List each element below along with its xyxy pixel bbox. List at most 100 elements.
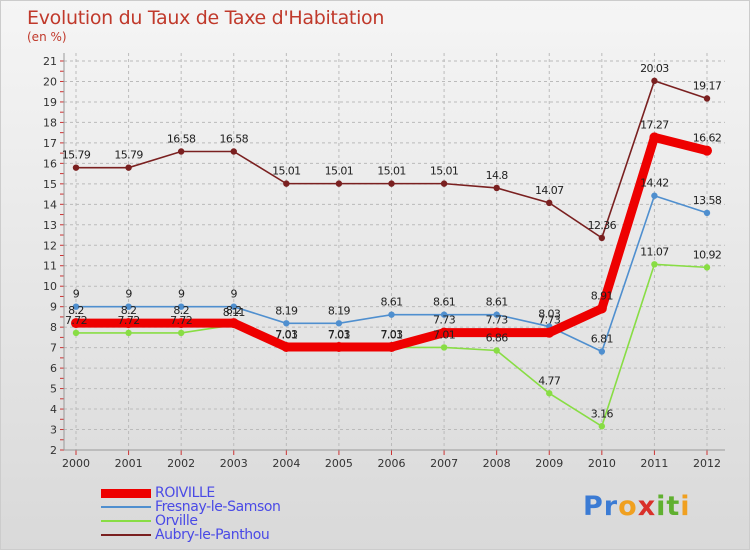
y-tick-label: 8 [50, 321, 57, 334]
series-lines [71, 77, 712, 430]
data-point [281, 342, 292, 353]
data-point [125, 303, 132, 310]
x-tick-label: 2010 [588, 457, 616, 470]
data-label: 16.58 [167, 132, 196, 145]
data-label: 8.19 [275, 304, 298, 317]
data-point [72, 164, 80, 171]
data-label: 9 [178, 288, 185, 301]
data-point [651, 192, 658, 199]
x-tick-label: 2011 [640, 457, 668, 470]
brand-letter: i [656, 491, 667, 522]
data-label: 8.2 [121, 304, 137, 317]
data-label: 8.2 [173, 304, 189, 317]
data-labels: 8.2 8.2 8.2 8.2 7.03 7.03 7.03 7.73 7.73 7.73 8.91… [62, 62, 723, 420]
data-label: 8.91 [591, 290, 613, 303]
y-tick-label: 6 [50, 362, 57, 375]
y-tick-label: 21 [43, 55, 57, 68]
data-point [491, 327, 502, 338]
y-tick-label: 13 [43, 219, 57, 232]
y-tick-label: 19 [43, 96, 57, 109]
data-point [649, 132, 660, 143]
data-label: 4.77 [538, 374, 561, 387]
data-label: 9 [125, 288, 132, 301]
x-tick-label: 2007 [430, 457, 458, 470]
data-point [386, 342, 397, 353]
data-point [72, 303, 80, 310]
y-tick-label: 4 [50, 403, 57, 416]
x-tick-label: 2002 [167, 457, 195, 470]
data-point [546, 390, 553, 397]
x-tick-label: 2008 [483, 457, 511, 470]
data-point [651, 261, 658, 268]
data-point [493, 184, 500, 192]
y-tick-label: 17 [43, 137, 57, 150]
legend-swatch [101, 506, 151, 508]
legend-item: Aubry-le-Panthou [101, 527, 270, 543]
data-label: 7.01 [328, 328, 350, 341]
data-point [703, 209, 711, 217]
data-label: 8.61 [380, 296, 402, 309]
y-tick-label: 3 [50, 424, 57, 437]
data-point [335, 320, 343, 327]
brand-letter: r [603, 491, 619, 522]
data-label: 7.03 [275, 328, 298, 341]
data-point [230, 303, 237, 310]
data-point [546, 199, 553, 207]
data-point [651, 77, 658, 85]
data-label: 16.62 [693, 132, 722, 145]
data-point [176, 318, 187, 329]
y-tick-label: 2 [50, 444, 57, 457]
x-tick-label: 2012 [693, 457, 721, 470]
y-tick-label: 11 [43, 260, 57, 273]
x-tick-label: 2000 [62, 457, 90, 470]
y-tick-label: 12 [43, 239, 57, 252]
data-point [702, 145, 712, 156]
data-point [544, 327, 555, 338]
data-point [440, 180, 448, 187]
data-point [177, 329, 185, 337]
data-label: 7.03 [380, 328, 403, 341]
data-label: 7.01 [380, 328, 402, 341]
x-tick-label: 2004 [272, 457, 300, 470]
legend-item: ROIVILLE [101, 485, 215, 501]
brand-letter: t [666, 491, 681, 522]
data-label: 7.73 [433, 314, 456, 327]
data-label: 15.01 [377, 165, 406, 178]
y-tick-label: 5 [50, 383, 57, 396]
data-label: 8.61 [433, 296, 455, 309]
data-point [125, 164, 132, 171]
data-label: 7.03 [328, 328, 351, 341]
data-point [388, 311, 395, 318]
data-point [598, 423, 606, 430]
data-label: 14.8 [486, 169, 509, 182]
legend-label: Orville [155, 513, 198, 529]
y-tick-label: 20 [43, 75, 57, 88]
data-label: 13.58 [693, 194, 722, 207]
y-tick-label: 14 [43, 198, 57, 211]
data-point [388, 180, 395, 187]
data-point [333, 342, 344, 353]
data-label: 10.92 [693, 248, 722, 261]
y-tick-label: 16 [43, 157, 57, 170]
data-label: 6.86 [486, 331, 509, 344]
data-label: 16.58 [220, 132, 249, 145]
unit-label: (en %) [27, 30, 67, 44]
data-point [439, 327, 450, 338]
data-label: 15.01 [430, 165, 459, 178]
data-point [177, 303, 185, 310]
axes: 2 3 4 5 6 7 8 9 10 11 12 13 14 15 16 17 18 19 20 21 2000 2001… [43, 53, 725, 470]
data-label: 17.27 [640, 118, 669, 131]
data-label: 15.01 [272, 165, 301, 178]
data-label: 7.72 [118, 314, 140, 327]
data-point [283, 320, 290, 327]
data-label: 11.07 [640, 245, 669, 258]
brand-letter: i [680, 491, 691, 522]
data-label: 15.01 [325, 165, 354, 178]
data-label: 3.16 [591, 407, 614, 420]
data-label: 6.81 [591, 333, 613, 346]
data-label: 7.01 [275, 328, 297, 341]
data-point [598, 234, 606, 242]
x-tick-label: 2003 [220, 457, 248, 470]
